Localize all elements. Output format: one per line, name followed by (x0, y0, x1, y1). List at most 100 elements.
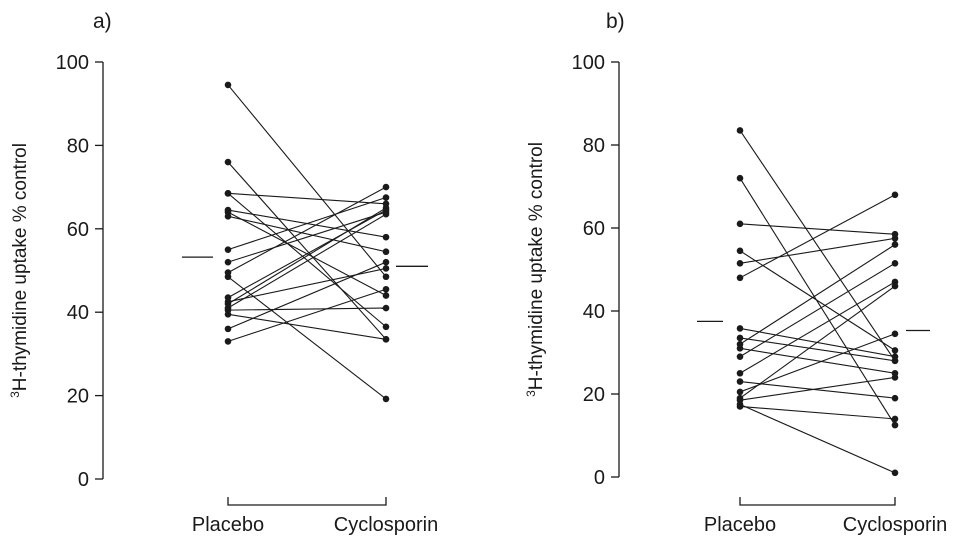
paired-line (739, 262, 896, 358)
data-point-cyclosporin (382, 210, 390, 218)
data-point-placebo (224, 338, 232, 345)
data-point-cyclosporin (891, 330, 899, 338)
paired-line (227, 161, 387, 340)
y-tick-label: 100 (56, 52, 89, 74)
paired-line (227, 215, 387, 253)
paired-line (739, 403, 896, 474)
data-point-placebo (224, 325, 232, 333)
data-point-placebo (736, 345, 744, 352)
data-point-cyclosporin (891, 421, 899, 429)
data-point-cyclosporin (382, 304, 390, 312)
data-point-cyclosporin (891, 415, 899, 423)
data-point-cyclosporin (891, 259, 899, 267)
data-point-placebo (736, 259, 744, 267)
data-point-cyclosporin (891, 374, 899, 381)
y-tick-label: 40 (583, 301, 605, 323)
paired-line (227, 307, 387, 311)
data-point-placebo (736, 127, 744, 134)
paired-line (227, 288, 387, 342)
paired-line (227, 197, 387, 251)
data-point-cyclosporin (382, 233, 390, 241)
y-axis-label: 3H-thymidine uptake % control (8, 143, 31, 398)
paired-line (739, 244, 896, 345)
data-point-placebo (736, 247, 744, 255)
panel-b: b) 0 20 40 60 80 100 3H-thymidine uptake % cont… (524, 10, 947, 536)
y-axis-label-text: H-thymidine uptake % control (10, 143, 31, 391)
data-point-cyclosporin (891, 347, 899, 354)
data-point-cyclosporin (891, 469, 899, 477)
y-tick-label: 40 (67, 302, 89, 324)
y-tick-label: 60 (67, 219, 89, 241)
data-point-cyclosporin (382, 248, 390, 256)
data-point-placebo (224, 158, 232, 166)
data-point-cyclosporin (891, 241, 899, 248)
paired-line (227, 267, 387, 303)
paired-line (739, 347, 896, 374)
panel-a: a) 0 20 40 60 80 100 3H-thymidine uptake % cont… (8, 10, 438, 536)
data-point-cyclosporin (382, 194, 390, 201)
data-point-cyclosporin (382, 336, 390, 343)
data-point-cyclosporin (382, 273, 390, 281)
y-tick-label: 20 (583, 384, 605, 406)
paired-line (739, 250, 896, 351)
paired-line (227, 192, 387, 328)
data-point-cyclosporin (382, 183, 390, 191)
paired-line (739, 223, 896, 235)
x-category-label: Placebo (704, 514, 776, 536)
x-category-label: Cyclosporin (843, 514, 947, 536)
y-axis-label-text: H-thymidine uptake % control (526, 142, 547, 390)
y-tick-label: 80 (583, 135, 605, 157)
paired-line (227, 209, 387, 299)
x-category-label: Cyclosporin (334, 514, 438, 536)
paired-line (227, 186, 387, 274)
y-tick-label: 80 (67, 135, 89, 157)
x-category-label: Placebo (192, 514, 264, 536)
data-point-cyclosporin (891, 191, 899, 199)
data-point-cyclosporin (382, 204, 390, 212)
data-point-cyclosporin (382, 395, 390, 403)
y-axis-label: 3H-thymidine uptake % control (524, 142, 547, 397)
paired-line (739, 376, 896, 401)
paired-line (739, 337, 896, 362)
data-point-cyclosporin (382, 323, 390, 331)
data-point-placebo (224, 273, 232, 281)
paired-line (227, 213, 387, 309)
data-point-placebo (224, 258, 232, 266)
data-point-cyclosporin (891, 394, 899, 402)
data-point-placebo (736, 378, 744, 385)
data-point-placebo (736, 220, 744, 228)
data-point-cyclosporin (382, 265, 390, 272)
data-point-placebo (736, 174, 744, 182)
panel-label: b) (606, 10, 625, 33)
data-point-placebo (736, 388, 744, 396)
paired-line (227, 276, 387, 400)
data-point-cyclosporin (891, 357, 899, 365)
paired-line (739, 194, 896, 279)
data-point-placebo (224, 246, 232, 253)
paired-line (227, 313, 387, 340)
paired-line (227, 192, 387, 205)
paired-line (739, 285, 896, 399)
data-point-placebo (736, 369, 744, 377)
paired-line (739, 405, 896, 420)
y-axis-label-superscript: 3 (8, 391, 22, 398)
paired-line (227, 84, 387, 278)
data-point-cyclosporin (382, 285, 390, 293)
y-tick-label: 0 (78, 469, 89, 491)
paired-line (227, 211, 387, 263)
y-axis-label-superscript: 3 (524, 390, 538, 397)
y-tick-label: 100 (572, 52, 605, 74)
data-point-cyclosporin (891, 235, 899, 242)
data-point-placebo (736, 274, 744, 282)
x-axis-bracket (739, 497, 896, 506)
paired-line (227, 261, 387, 330)
data-point-cyclosporin (891, 282, 899, 290)
panel-label: a) (93, 10, 112, 33)
y-tick-label: 60 (583, 218, 605, 240)
y-tick-label: 0 (594, 467, 605, 489)
paired-line (739, 130, 896, 362)
data-point-cyclosporin (382, 258, 390, 266)
data-point-placebo (224, 212, 232, 220)
x-axis-bracket (227, 497, 387, 506)
